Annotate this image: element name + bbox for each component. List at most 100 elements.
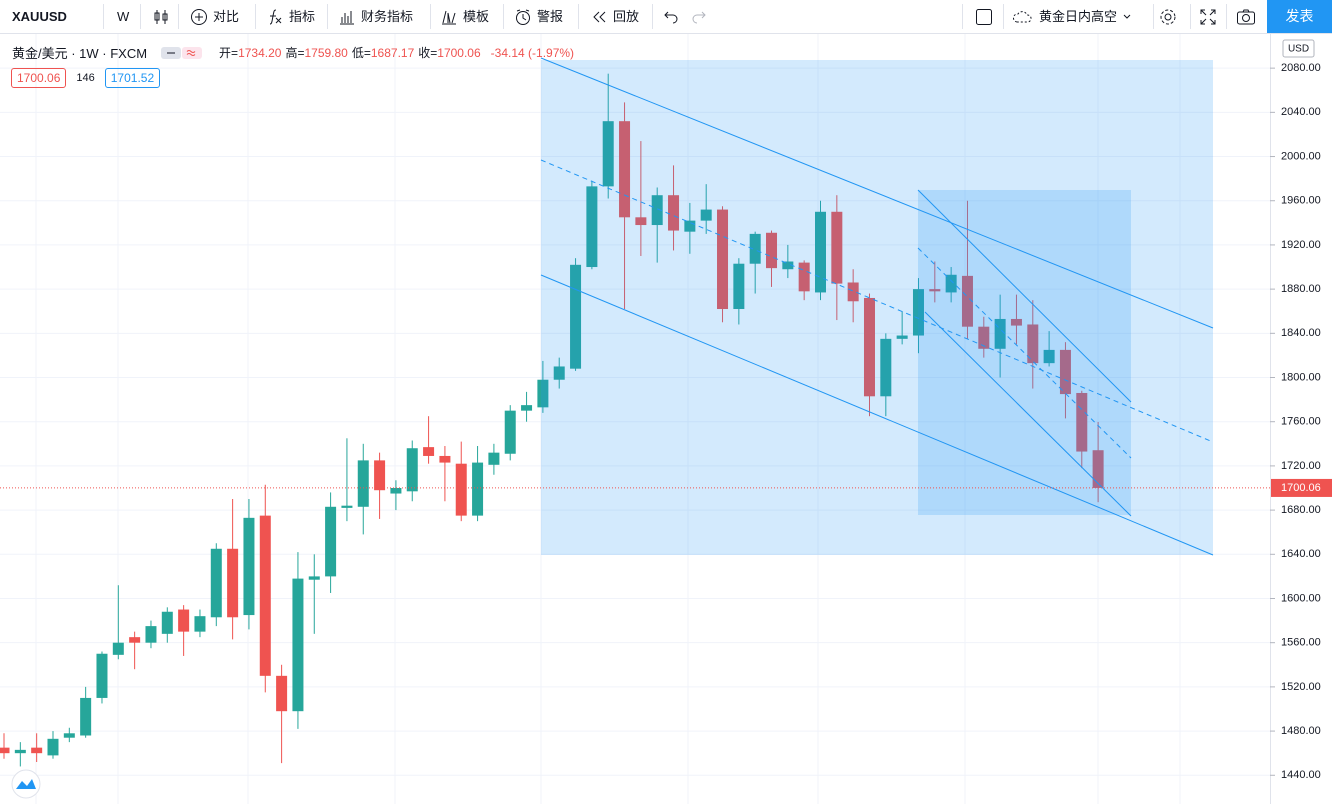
undo-button[interactable]	[662, 0, 680, 33]
ohlc-value: 1687.17	[370, 46, 415, 60]
separator	[1153, 4, 1154, 29]
candle-body	[292, 578, 304, 712]
candle-body	[945, 274, 957, 293]
ohlc-value: 1734.20	[238, 46, 282, 60]
candle-body	[749, 233, 761, 264]
spread: 146	[76, 72, 95, 84]
candle-body	[14, 749, 26, 754]
y-tick-label: 1680.00	[1281, 504, 1321, 516]
separator	[503, 4, 504, 29]
candle-body	[423, 447, 435, 456]
candle-body	[276, 675, 288, 712]
candle-body	[717, 209, 729, 310]
vertical-grid	[35, 34, 1181, 804]
candle-body	[684, 220, 696, 232]
ohlc-label: 开=	[219, 46, 239, 60]
candle-body	[863, 297, 875, 397]
candle-body	[798, 262, 810, 292]
price-badges: 1700.06 146 1701.52	[11, 68, 161, 88]
candle-body	[782, 261, 794, 270]
channel-drawings[interactable]	[540, 57, 1214, 556]
compare-button[interactable]: 对比	[190, 0, 239, 33]
y-tick-label: 1640.00	[1281, 548, 1321, 560]
templates-button[interactable]: 模板	[440, 0, 489, 33]
candle-body	[537, 379, 549, 408]
candle-body	[0, 747, 10, 754]
channel-middle	[917, 247, 1132, 459]
candle-body	[47, 738, 59, 756]
channel-upper	[917, 189, 1132, 403]
candle-body	[472, 462, 484, 516]
currency-box[interactable]	[1282, 39, 1315, 58]
separator	[103, 4, 104, 29]
candle-body	[455, 463, 467, 516]
y-tick-label: 1960.00	[1281, 195, 1321, 207]
redo-button[interactable]	[690, 0, 708, 33]
toolbar-item: 回放	[613, 9, 640, 24]
channel-fill	[541, 60, 1213, 555]
logo[interactable]	[11, 769, 41, 799]
indicators-button[interactable]: 指标	[266, 0, 315, 33]
candle-body	[733, 263, 745, 310]
y-tick-label: 1880.00	[1281, 283, 1321, 295]
last-price-box	[1271, 478, 1332, 497]
separator	[327, 4, 328, 29]
candle-body	[635, 217, 647, 226]
separator	[1226, 4, 1227, 29]
settings-button[interactable]	[1159, 0, 1177, 33]
candle-body	[63, 733, 75, 738]
ohlc-label: 低=	[351, 46, 371, 60]
ohlc-label: 高=	[285, 46, 305, 60]
y-tick-label: 1560.00	[1281, 637, 1321, 649]
separator	[1190, 4, 1191, 29]
y-tick-label: 1720.00	[1281, 460, 1321, 472]
separator	[430, 4, 431, 29]
y-tick-label: 2040.00	[1281, 106, 1321, 118]
candle-body	[961, 275, 973, 327]
ask[interactable]: 1701.52	[104, 68, 161, 88]
candle-body	[929, 289, 941, 292]
candle-body	[668, 195, 680, 231]
candle-body	[831, 211, 843, 284]
layout-name[interactable]: 黄金日内高空	[1012, 0, 1132, 33]
candle-body	[1092, 450, 1104, 488]
candle-body	[896, 335, 908, 339]
candle-body	[602, 121, 614, 187]
chart-type-button[interactable]	[152, 0, 170, 33]
legend-toggles[interactable]	[161, 45, 205, 61]
y-tick-label: 1480.00	[1281, 725, 1321, 737]
candle-body	[374, 460, 386, 491]
candle-body	[243, 517, 255, 616]
alert-button[interactable]: 警报	[514, 0, 563, 33]
financials-button[interactable]: 财务指标	[338, 0, 413, 33]
candle-body	[521, 405, 533, 411]
symbol[interactable]: XAUUSD	[12, 9, 67, 24]
replay-button[interactable]: 回放	[590, 0, 639, 33]
candle-body	[1010, 318, 1022, 326]
ohlc-value: 1700.06	[437, 46, 481, 60]
candle-body	[847, 282, 859, 302]
candle-body	[112, 642, 124, 655]
toolbar-item: 警报	[537, 9, 564, 24]
bid[interactable]: 1700.06	[11, 68, 67, 88]
separator	[962, 4, 963, 29]
layout-button[interactable]	[975, 0, 993, 33]
candle-body	[815, 211, 826, 293]
y-tick-label: 1760.00	[1281, 416, 1321, 428]
publish-button[interactable]: 发表	[1267, 0, 1332, 33]
candle-body	[357, 460, 369, 507]
candle-body	[341, 505, 353, 508]
candle-body	[504, 410, 516, 454]
candle-body	[880, 338, 892, 397]
y-tick-label: 1840.00	[1281, 327, 1321, 339]
toolbar-item: 对比	[213, 9, 240, 24]
legend-title: 黄金/美元 · 1W · FXCM	[12, 46, 148, 61]
y-tick-label: 1920.00	[1281, 239, 1321, 251]
candle-body	[700, 209, 712, 221]
candle-body	[651, 195, 663, 226]
separator	[178, 4, 179, 29]
fullscreen-button[interactable]	[1199, 0, 1217, 33]
interval[interactable]: W	[117, 9, 130, 24]
snapshot-button[interactable]	[1236, 0, 1256, 33]
